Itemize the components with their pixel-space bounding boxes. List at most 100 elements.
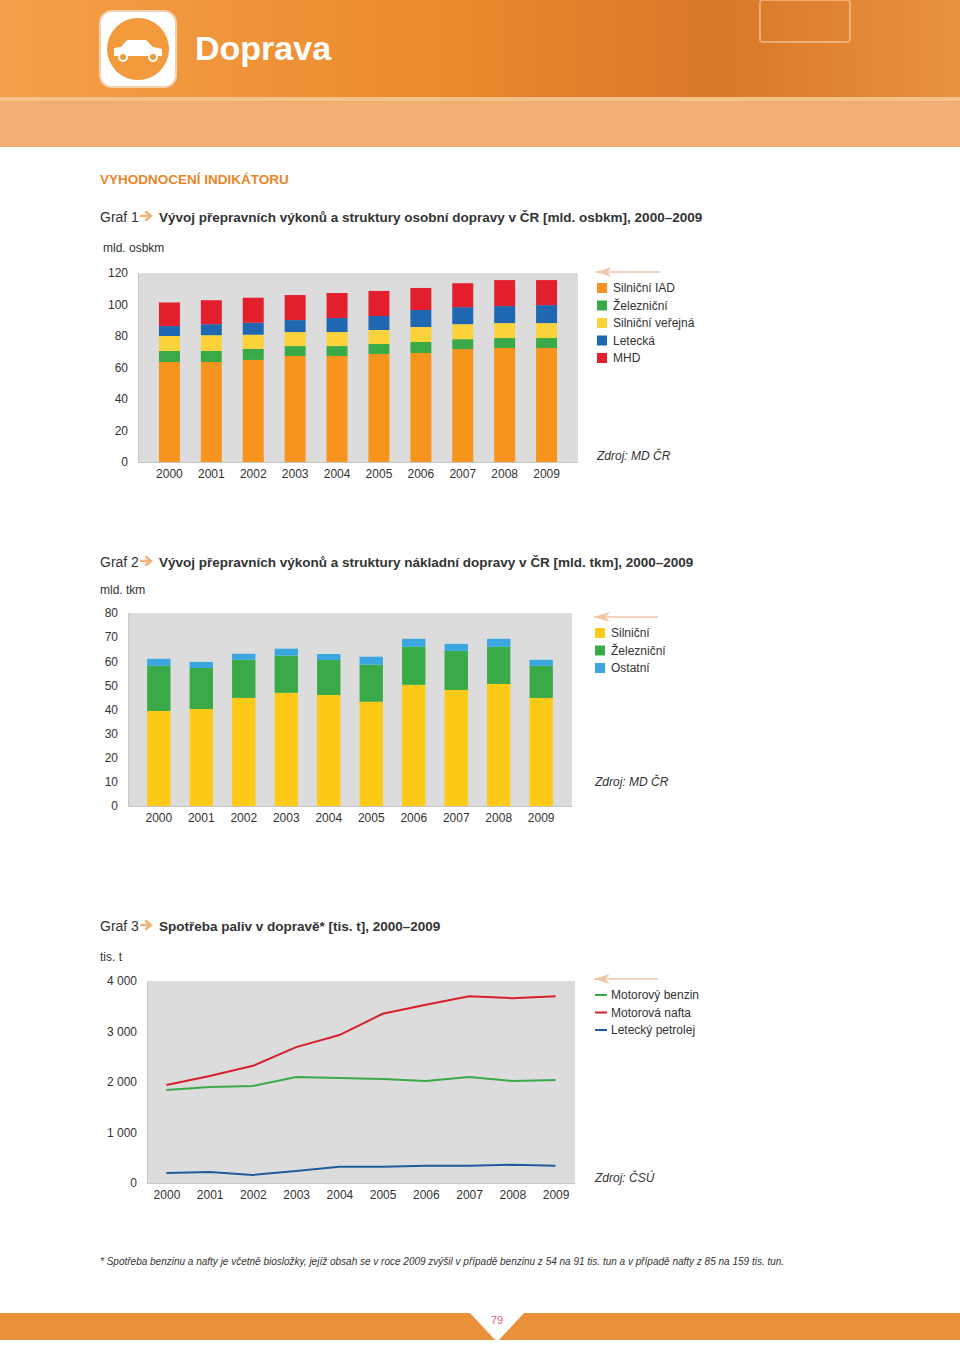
bar xyxy=(243,335,264,349)
legend-label: Ostatní xyxy=(611,661,650,675)
bar xyxy=(452,307,473,324)
source: Zdroj: ČSÚ xyxy=(594,1170,655,1185)
bar xyxy=(452,283,473,307)
x-tick-label: 2006 xyxy=(408,467,435,481)
bar xyxy=(494,280,515,306)
header-sign xyxy=(760,0,850,42)
y-tick: 40 xyxy=(105,703,128,717)
x-tick-label: 2005 xyxy=(370,1188,397,1202)
page: Doprava VYHODNOCENÍ INDIKÁTORU Graf 1Vývoj… xyxy=(0,0,960,1358)
y-tick: 3 000 xyxy=(107,1025,147,1039)
bar-series xyxy=(159,348,557,462)
y-tick: 1 000 xyxy=(107,1126,147,1140)
x-tick: 2007 xyxy=(456,1183,483,1202)
x-tick-label: 2004 xyxy=(324,467,351,481)
bar xyxy=(190,662,213,668)
y-tick: 20 xyxy=(115,424,138,438)
marks xyxy=(166,996,555,1175)
bar xyxy=(201,335,222,351)
line xyxy=(166,996,555,1085)
x-tick-label: 2000 xyxy=(154,1188,181,1202)
plot-background xyxy=(128,613,572,806)
bar xyxy=(452,339,473,349)
chart-title: Vývoj přepravních výkonů a struktury nák… xyxy=(159,555,693,570)
section-title: VYHODNOCENÍ INDIKÁTORU xyxy=(100,172,289,187)
chart: Graf 1Vývoj přepravních výkonů a struktu… xyxy=(100,209,702,481)
bar xyxy=(232,660,255,698)
legend-label: Letecký petrolej xyxy=(611,1023,695,1037)
bar xyxy=(243,323,264,335)
bar xyxy=(410,310,431,327)
y-tick: 80 xyxy=(105,606,128,620)
bar xyxy=(317,695,340,806)
bar xyxy=(243,360,264,462)
bar xyxy=(275,649,298,656)
bar-series xyxy=(159,280,557,326)
bar xyxy=(190,668,213,709)
bar xyxy=(317,654,340,660)
x-tick-label: 2001 xyxy=(188,811,215,825)
y-axis-line xyxy=(138,274,139,463)
bar-series xyxy=(159,323,557,351)
source: Zdroj: MD ČR xyxy=(594,774,669,789)
legend-label: Silniční xyxy=(611,626,650,640)
y-tick: 80 xyxy=(115,329,138,343)
bar xyxy=(360,657,383,665)
bar xyxy=(530,666,553,698)
y-tick-label: 50 xyxy=(105,679,119,693)
bar xyxy=(410,327,431,342)
x-tick-label: 2001 xyxy=(197,1188,224,1202)
title-arrow xyxy=(141,557,151,565)
y-tick-label: 70 xyxy=(105,630,119,644)
y-axis-label: mld. osbkm xyxy=(103,241,164,255)
bar xyxy=(201,351,222,362)
x-tick: 2000 xyxy=(156,462,183,481)
y-tick: 30 xyxy=(105,727,128,741)
legend-swatch xyxy=(595,663,605,673)
bar xyxy=(487,647,510,684)
x-axis-line xyxy=(148,1183,576,1184)
legend-swatch xyxy=(597,283,607,293)
bar xyxy=(452,324,473,339)
x-tick: 2000 xyxy=(145,806,172,825)
bar xyxy=(232,698,255,806)
y-tick-label: 20 xyxy=(115,424,129,438)
bar xyxy=(530,660,553,666)
bar xyxy=(285,346,306,356)
x-tick-label: 2003 xyxy=(283,1188,310,1202)
x-tick-label: 2005 xyxy=(358,811,385,825)
marks xyxy=(147,639,553,806)
header-title: Doprava xyxy=(195,29,332,67)
source: Zdroj: MD ČR xyxy=(596,448,671,463)
x-tick: 2006 xyxy=(408,462,435,481)
icon-wheel xyxy=(119,53,127,61)
x-tick: 2004 xyxy=(315,806,342,825)
bar xyxy=(536,348,557,462)
y-tick: 10 xyxy=(105,775,128,789)
bar xyxy=(159,302,180,326)
x-tick: 2007 xyxy=(449,462,476,481)
bar xyxy=(159,362,180,462)
x-tick-label: 2002 xyxy=(240,467,267,481)
bar xyxy=(147,659,170,666)
x-axis-line xyxy=(129,806,573,807)
chart-title: Vývoj přepravních výkonů a struktury oso… xyxy=(159,210,702,225)
y-tick-label: 0 xyxy=(111,799,118,813)
y-tick-label: 100 xyxy=(108,298,128,312)
x-tick: 2007 xyxy=(443,806,470,825)
y-tick: 50 xyxy=(105,679,128,693)
x-tick-label: 2006 xyxy=(413,1188,440,1202)
legend-swatch xyxy=(597,353,607,363)
y-tick: 70 xyxy=(105,630,128,644)
legend-swatch xyxy=(595,628,605,638)
x-tick-label: 2007 xyxy=(449,467,476,481)
icon-wheel xyxy=(149,53,157,61)
chart-label: Graf 2 xyxy=(100,554,139,570)
y-tick-label: 2 000 xyxy=(107,1075,137,1089)
x-tick-label: 2006 xyxy=(400,811,427,825)
bar xyxy=(201,362,222,462)
x-tick: 2004 xyxy=(327,1183,354,1202)
title-arrow xyxy=(141,212,151,220)
y-tick: 0 xyxy=(121,455,138,469)
bar xyxy=(487,684,510,806)
